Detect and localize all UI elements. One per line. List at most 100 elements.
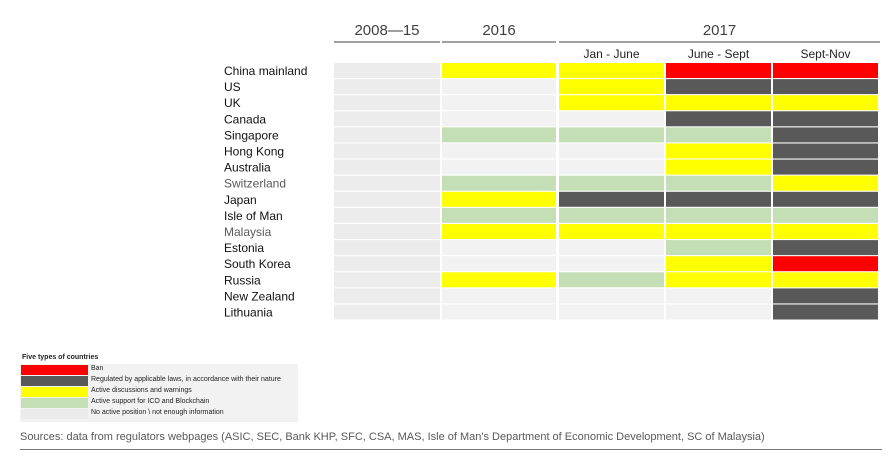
row-label: Isle of Man (224, 209, 283, 223)
heatmap-cell (559, 111, 664, 127)
heatmap-cell (559, 288, 664, 304)
heatmap-cell (334, 175, 440, 191)
heatmap-cell (442, 143, 556, 159)
period-header-0: 2008—15 (354, 22, 419, 39)
heatmap-cell (666, 111, 771, 127)
heatmap-cell (559, 304, 664, 320)
heatmap-cell (666, 224, 771, 239)
heatmap-cell (442, 191, 556, 207)
row-label: South Korea (224, 257, 291, 271)
subcolumn-header-2: Jan - June (583, 47, 639, 61)
heatmap-cell (666, 304, 771, 320)
heatmap-cell (773, 175, 878, 191)
period-header-2: 2017 (703, 22, 736, 39)
heatmap-cell (773, 224, 878, 239)
sources-note: Sources: data from regulators webpages (… (20, 431, 765, 443)
heatmap-cell (559, 159, 664, 175)
subcolumn-header-3: June - Sept (688, 47, 750, 61)
heatmap-cell (773, 79, 878, 95)
heatmap-cell (442, 127, 556, 143)
heatmap-cell (559, 95, 664, 111)
heatmap-cell (773, 240, 878, 256)
legend-item-support: Active support for ICO and Blockchain (20, 397, 298, 408)
heatmap-cell (773, 63, 878, 78)
heatmap-cell (442, 288, 556, 304)
heatmap-cell (334, 79, 440, 95)
heatmap-cell (559, 224, 664, 239)
heatmap-cell (442, 175, 556, 191)
heatmap-cell (666, 127, 771, 143)
heatmap-cell (442, 224, 556, 239)
heatmap-cell (559, 143, 664, 159)
legend-item-ban: Ban (20, 364, 298, 375)
heatmap-cell (773, 127, 878, 143)
heatmap-cell (666, 159, 771, 175)
heatmap-cell (334, 304, 440, 320)
legend-swatch-none (21, 409, 88, 419)
heatmap-cell (334, 143, 440, 159)
legend-title: Five types of countries (22, 354, 99, 361)
heatmap-cell (442, 207, 556, 223)
heatmap-cell (666, 256, 771, 272)
heatmap-cell (666, 191, 771, 207)
heatmap-cell (666, 207, 771, 223)
heatmap-cell (442, 159, 556, 175)
heatmap-cell (773, 95, 878, 111)
legend-item-regulated: Regulated by applicable laws, in accorda… (20, 375, 298, 386)
legend: Ban Regulated by applicable laws, in acc… (20, 364, 298, 422)
row-label: New Zealand (224, 289, 295, 303)
heatmap-cell (666, 63, 771, 78)
legend-item-discuss: Active discussions and warnings (20, 386, 298, 397)
row-label: Russia (224, 273, 261, 287)
row-label: US (224, 80, 241, 94)
heatmap-cell (666, 143, 771, 159)
heatmap-cell (773, 256, 878, 272)
heatmap-cell (666, 272, 771, 288)
legend-label-discuss: Active discussions and warnings (91, 387, 192, 394)
bottom-divider (20, 449, 882, 450)
column-headers: 2008—15 2016 2017 Jan - June June - Sept Sept… (334, 22, 880, 61)
heatmap-cell (334, 272, 440, 288)
legend-item-none: No active position \ not enough informat… (20, 408, 298, 419)
heatmap-cell (559, 127, 664, 143)
period-header-1: 2016 (482, 22, 515, 39)
heatmap-cells (334, 63, 878, 320)
row-label: UK (224, 96, 241, 110)
heatmap-cell (334, 63, 440, 78)
heatmap-cell (666, 95, 771, 111)
row-label: Japan (224, 193, 257, 207)
heatmap-cell (442, 95, 556, 111)
heatmap-cell (334, 95, 440, 111)
heatmap-cell (559, 63, 664, 78)
row-label: Lithuania (224, 306, 273, 320)
legend-swatch-regulated (21, 376, 88, 386)
row-label: China mainland (224, 64, 307, 78)
heatmap-cell (773, 143, 878, 159)
heatmap-cell (773, 159, 878, 175)
heatmap-cell (334, 111, 440, 127)
row-label: Australia (224, 161, 271, 175)
heatmap-cell (559, 256, 664, 272)
heatmap-cell (442, 304, 556, 320)
heatmap-cell (334, 191, 440, 207)
heatmap-cell (559, 207, 664, 223)
heatmap-cell (559, 240, 664, 256)
row-label: Hong Kong (224, 145, 284, 159)
heatmap-cell (442, 256, 556, 272)
row-label: Estonia (224, 241, 264, 255)
heatmap-cell (559, 191, 664, 207)
heatmap-cell (559, 175, 664, 191)
heatmap-cell (559, 79, 664, 95)
row-label: Switzerland (224, 177, 286, 191)
heatmap-cell (666, 79, 771, 95)
heatmap-cell (773, 191, 878, 207)
heatmap-cell (773, 288, 878, 304)
heatmap-cell (666, 175, 771, 191)
heatmap-cell (666, 240, 771, 256)
heatmap-cell (442, 272, 556, 288)
row-label: Canada (224, 112, 266, 126)
legend-label-regulated: Regulated by applicable laws, in accorda… (91, 376, 281, 383)
heatmap-cell (334, 224, 440, 239)
heatmap-cell (334, 288, 440, 304)
row-labels: China mainland US UK Canada Singapore Hong Ko… (224, 64, 307, 320)
